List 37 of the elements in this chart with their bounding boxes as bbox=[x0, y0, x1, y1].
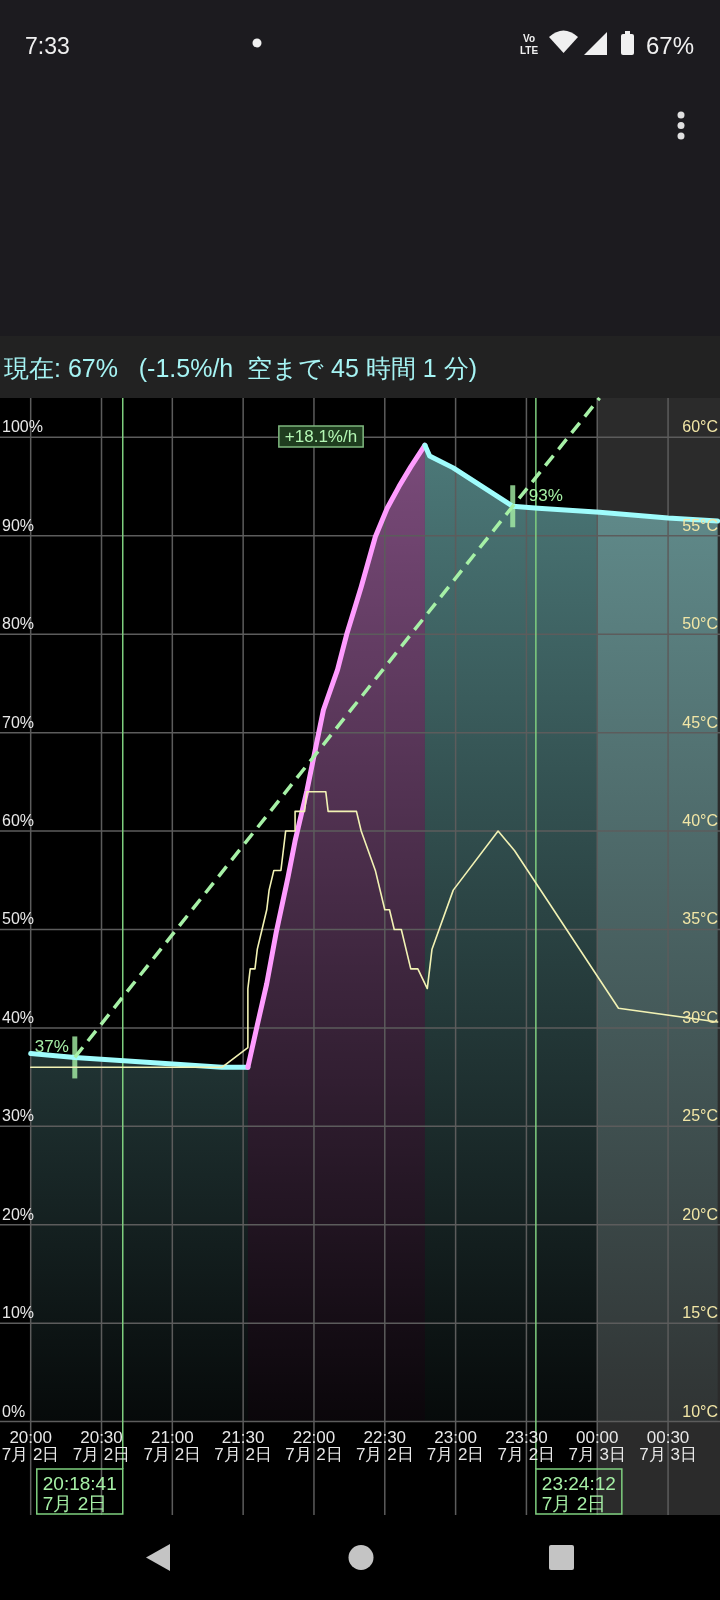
y2-tick-label: 50°C bbox=[682, 615, 718, 633]
annotation: +18.1%/h bbox=[284, 427, 358, 446]
data-label: 37% bbox=[34, 1037, 69, 1057]
x-tick-label: 21:00 7月 2日 bbox=[143, 1428, 202, 1464]
y2-tick-label: 20°C bbox=[682, 1205, 718, 1223]
x-tick-label: 22:30 7月 2日 bbox=[355, 1428, 414, 1464]
text: 67% bbox=[645, 32, 694, 59]
text: Vo LTE bbox=[519, 33, 539, 56]
y-tick-label: 30% bbox=[2, 1107, 35, 1125]
x-tick-label: 00:00 7月 3日 bbox=[568, 1428, 627, 1464]
y2-tick-label: 35°C bbox=[682, 910, 718, 928]
y-tick-label: 70% bbox=[2, 713, 35, 731]
x-tick-label: 22:00 7月 2日 bbox=[285, 1428, 343, 1464]
y2-tick-label: 60°C bbox=[682, 418, 718, 436]
y-tick-label: 60% bbox=[2, 812, 35, 830]
y2-tick-label: 45°C bbox=[682, 713, 718, 731]
y-tick-label: 20% bbox=[2, 1205, 35, 1223]
y-tick-label: 80% bbox=[2, 615, 35, 633]
y-tick-label: 0% bbox=[2, 1402, 26, 1420]
x-tick-label: 00:30 7月 3日 bbox=[639, 1428, 697, 1464]
x-tick-label: 21:30 7月 2日 bbox=[214, 1428, 272, 1464]
y2-tick-label: 25°C bbox=[682, 1107, 718, 1125]
x-tick-label: 20:00 7月 2日 bbox=[1, 1428, 60, 1464]
x-tick-label: 23:00 7月 2日 bbox=[426, 1428, 485, 1464]
y2-tick-label: 55°C bbox=[682, 516, 718, 534]
y-tick-label: 10% bbox=[2, 1304, 35, 1322]
y2-tick-label: 40°C bbox=[682, 812, 718, 830]
y-tick-label: 90% bbox=[2, 516, 35, 534]
y-tick-label: 100% bbox=[2, 418, 43, 436]
text: 20:18:41 7月 2日 bbox=[42, 1473, 117, 1514]
text: 7:33 bbox=[25, 33, 70, 59]
y-tick-label: 40% bbox=[2, 1008, 35, 1026]
chart-title: 現在: 67% (-1.5%/h 空まで 45 時間 1 分) bbox=[4, 354, 477, 382]
y2-tick-label: 10°C bbox=[682, 1402, 718, 1420]
y-tick-label: 50% bbox=[2, 910, 35, 928]
y2-tick-label: 15°C bbox=[682, 1304, 718, 1322]
text: 23:24:12 7月 2日 bbox=[541, 1473, 616, 1514]
